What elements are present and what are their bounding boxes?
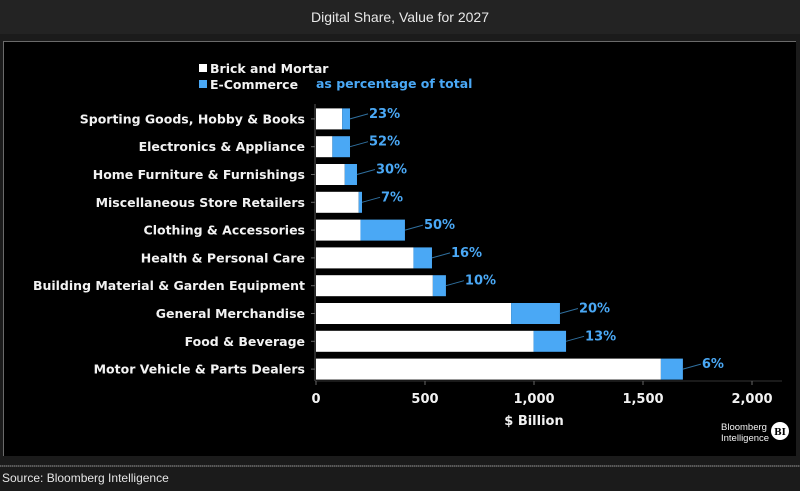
bar-ecommerce: [533, 330, 567, 352]
bar-ecommerce: [413, 247, 432, 269]
x-tick-label: 1,500: [622, 392, 663, 407]
bar-brick-and-mortar: [316, 136, 333, 158]
x-tick-label: 2,000: [731, 392, 772, 407]
annotation-leader: [559, 308, 579, 314]
bar-brick-and-mortar: [316, 275, 433, 297]
category-label: Electronics & Appliance: [139, 139, 305, 154]
annotation-leader: [431, 252, 451, 259]
bar-brick-and-mortar: [316, 108, 343, 130]
ecommerce-share-label: 7%: [381, 190, 403, 205]
annotation-leader: [361, 196, 381, 203]
category-label: Health & Personal Care: [141, 250, 305, 265]
bar-brick-and-mortar: [316, 303, 512, 324]
annotation-leader: [565, 335, 585, 342]
bar-ecommerce: [344, 164, 357, 185]
legend-label-ecommerce: E-Commerce: [210, 77, 298, 92]
annotation-leader: [445, 280, 465, 287]
annotation-leader: [349, 141, 369, 148]
ecommerce-share-label: 50%: [424, 218, 455, 233]
category-label: Building Material & Garden Equipment: [33, 278, 305, 293]
ecommerce-share-label: 6%: [702, 357, 724, 372]
chart-title: Digital Share, Value for 2027: [311, 9, 489, 25]
x-tick-label: 0: [311, 392, 320, 407]
bar-ecommerce: [360, 219, 405, 241]
bi-badge-icon: [771, 422, 789, 440]
brand-line-2: Intelligence: [721, 433, 769, 444]
bar-brick-and-mortar: [316, 164, 345, 185]
ecommerce-share-label: 13%: [585, 329, 616, 344]
annotation-leader: [404, 224, 424, 231]
bar-ecommerce: [511, 303, 560, 324]
legend-swatch-brick: [199, 64, 207, 72]
footer-separator: [0, 465, 800, 467]
category-label: Miscellaneous Store Retailers: [96, 195, 305, 210]
bar-ecommerce: [432, 275, 446, 297]
bar-ecommerce: [332, 136, 351, 158]
category-label: General Merchandise: [156, 306, 305, 321]
chart-title-bar: Digital Share, Value for 2027: [0, 0, 800, 34]
bar-ecommerce: [660, 358, 683, 380]
x-axis-label: $ Billion: [504, 414, 564, 429]
category-label: Motor Vehicle & Parts Dealers: [94, 362, 305, 377]
category-label: Clothing & Accessories: [144, 223, 305, 238]
bar-brick-and-mortar: [316, 219, 361, 241]
annotation-leader: [349, 113, 369, 120]
bar-brick-and-mortar: [316, 330, 534, 352]
x-tick-label: 1,000: [513, 392, 554, 407]
category-label: Sporting Goods, Hobby & Books: [80, 111, 305, 126]
bloomberg-intelligence-logo: Bloomberg Intelligence BI: [721, 422, 789, 444]
bi-badge-text: BI: [774, 428, 786, 438]
legend-swatch-ecommerce: [199, 80, 207, 88]
annotation-leader: [356, 169, 376, 175]
ecommerce-share-label: 52%: [369, 135, 400, 150]
category-label: Food & Beverage: [185, 334, 305, 349]
legend: Brick and Mortar E-Commerce as percentag…: [199, 61, 472, 92]
source-note: Source: Bloomberg Intelligence: [2, 471, 169, 485]
bar-ecommerce: [358, 191, 362, 213]
category-label: Home Furniture & Furnishings: [93, 167, 305, 182]
ecommerce-share-label: 23%: [369, 107, 400, 122]
bar-brick-and-mortar: [316, 358, 661, 380]
bar-brick-and-mortar: [316, 191, 359, 213]
annotation-leader: [682, 363, 702, 370]
ecommerce-share-label: 16%: [451, 246, 482, 261]
ecommerce-share-label: 10%: [465, 274, 496, 289]
ecommerce-share-label: 20%: [579, 302, 610, 317]
x-tick-label: 500: [411, 392, 438, 407]
bar-brick-and-mortar: [316, 247, 414, 269]
legend-label-brick: Brick and Mortar: [210, 61, 329, 76]
ecommerce-share-label: 30%: [376, 163, 407, 178]
brand-line-1: Bloomberg: [721, 422, 767, 433]
legend-note: as percentage of total: [316, 76, 472, 91]
bar-ecommerce: [342, 108, 351, 130]
